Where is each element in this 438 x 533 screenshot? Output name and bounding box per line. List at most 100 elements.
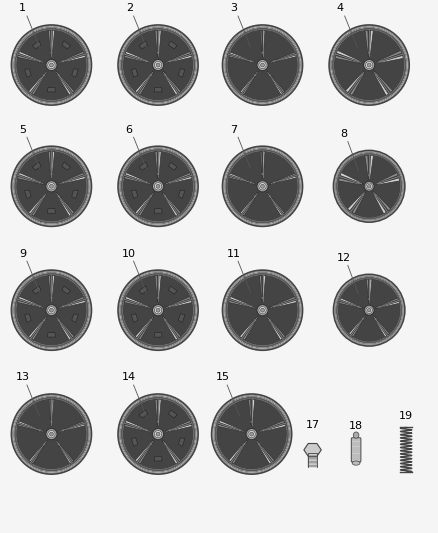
FancyBboxPatch shape	[308, 461, 317, 463]
Polygon shape	[25, 69, 31, 77]
Polygon shape	[166, 424, 192, 432]
Polygon shape	[178, 314, 185, 322]
Polygon shape	[169, 162, 177, 170]
Ellipse shape	[58, 443, 59, 445]
Ellipse shape	[39, 306, 40, 307]
Polygon shape	[260, 151, 262, 179]
Polygon shape	[230, 52, 255, 62]
Polygon shape	[336, 51, 362, 62]
Ellipse shape	[150, 75, 152, 76]
Polygon shape	[56, 71, 74, 93]
Ellipse shape	[15, 398, 88, 470]
Ellipse shape	[146, 306, 147, 307]
Ellipse shape	[51, 297, 52, 298]
Polygon shape	[219, 421, 244, 431]
Ellipse shape	[13, 148, 90, 225]
Ellipse shape	[122, 150, 194, 222]
Ellipse shape	[15, 150, 88, 222]
Ellipse shape	[258, 443, 259, 445]
Ellipse shape	[367, 63, 371, 67]
Polygon shape	[376, 178, 400, 185]
Ellipse shape	[262, 173, 263, 174]
Ellipse shape	[250, 306, 251, 307]
Ellipse shape	[358, 306, 359, 308]
Ellipse shape	[254, 196, 256, 197]
Ellipse shape	[169, 182, 170, 183]
Polygon shape	[374, 316, 389, 335]
Ellipse shape	[58, 75, 59, 76]
Polygon shape	[47, 87, 56, 92]
Ellipse shape	[16, 151, 87, 222]
Polygon shape	[56, 192, 74, 214]
Polygon shape	[263, 276, 266, 302]
Polygon shape	[18, 300, 44, 309]
Polygon shape	[56, 193, 71, 216]
Polygon shape	[365, 155, 369, 179]
Ellipse shape	[119, 395, 197, 473]
Polygon shape	[375, 173, 398, 184]
Ellipse shape	[156, 308, 160, 312]
Ellipse shape	[146, 182, 147, 183]
Polygon shape	[18, 173, 44, 184]
Polygon shape	[138, 441, 154, 464]
Polygon shape	[166, 55, 192, 63]
Polygon shape	[162, 441, 178, 464]
Polygon shape	[52, 276, 55, 302]
Polygon shape	[229, 300, 255, 309]
Polygon shape	[25, 314, 31, 322]
Polygon shape	[263, 30, 265, 57]
Polygon shape	[52, 399, 54, 426]
Polygon shape	[218, 424, 244, 432]
Ellipse shape	[369, 175, 370, 176]
Polygon shape	[59, 296, 84, 308]
Ellipse shape	[165, 196, 166, 197]
Polygon shape	[32, 41, 41, 49]
Polygon shape	[163, 192, 181, 214]
Polygon shape	[162, 71, 178, 95]
Ellipse shape	[379, 182, 380, 183]
Ellipse shape	[120, 272, 196, 348]
Ellipse shape	[269, 196, 270, 197]
Polygon shape	[56, 317, 71, 340]
Ellipse shape	[152, 304, 164, 316]
Polygon shape	[229, 440, 247, 462]
Ellipse shape	[362, 319, 363, 320]
Ellipse shape	[46, 429, 57, 440]
Polygon shape	[59, 424, 85, 432]
Ellipse shape	[367, 309, 371, 312]
Polygon shape	[374, 191, 391, 211]
Ellipse shape	[15, 274, 88, 346]
Ellipse shape	[368, 52, 370, 53]
Polygon shape	[135, 316, 153, 338]
Ellipse shape	[362, 195, 363, 196]
Ellipse shape	[118, 146, 198, 227]
Polygon shape	[259, 276, 262, 302]
Ellipse shape	[333, 274, 405, 346]
Ellipse shape	[366, 183, 372, 190]
Ellipse shape	[146, 430, 147, 431]
Ellipse shape	[48, 61, 55, 69]
Ellipse shape	[330, 26, 408, 104]
Polygon shape	[263, 151, 265, 179]
Polygon shape	[340, 173, 363, 184]
Polygon shape	[48, 151, 51, 179]
Ellipse shape	[225, 149, 300, 224]
Polygon shape	[124, 424, 151, 432]
Polygon shape	[125, 296, 151, 308]
Ellipse shape	[259, 61, 266, 69]
Ellipse shape	[16, 275, 87, 345]
Ellipse shape	[51, 421, 52, 422]
Ellipse shape	[120, 27, 196, 103]
Ellipse shape	[44, 443, 45, 445]
Ellipse shape	[48, 306, 55, 314]
Ellipse shape	[11, 394, 92, 474]
Ellipse shape	[261, 184, 265, 188]
FancyBboxPatch shape	[308, 463, 317, 465]
Ellipse shape	[14, 397, 89, 472]
Ellipse shape	[118, 25, 198, 105]
Polygon shape	[32, 286, 41, 294]
Polygon shape	[243, 71, 258, 94]
Ellipse shape	[58, 320, 59, 321]
Text: 19: 19	[399, 411, 413, 421]
Polygon shape	[48, 30, 51, 57]
